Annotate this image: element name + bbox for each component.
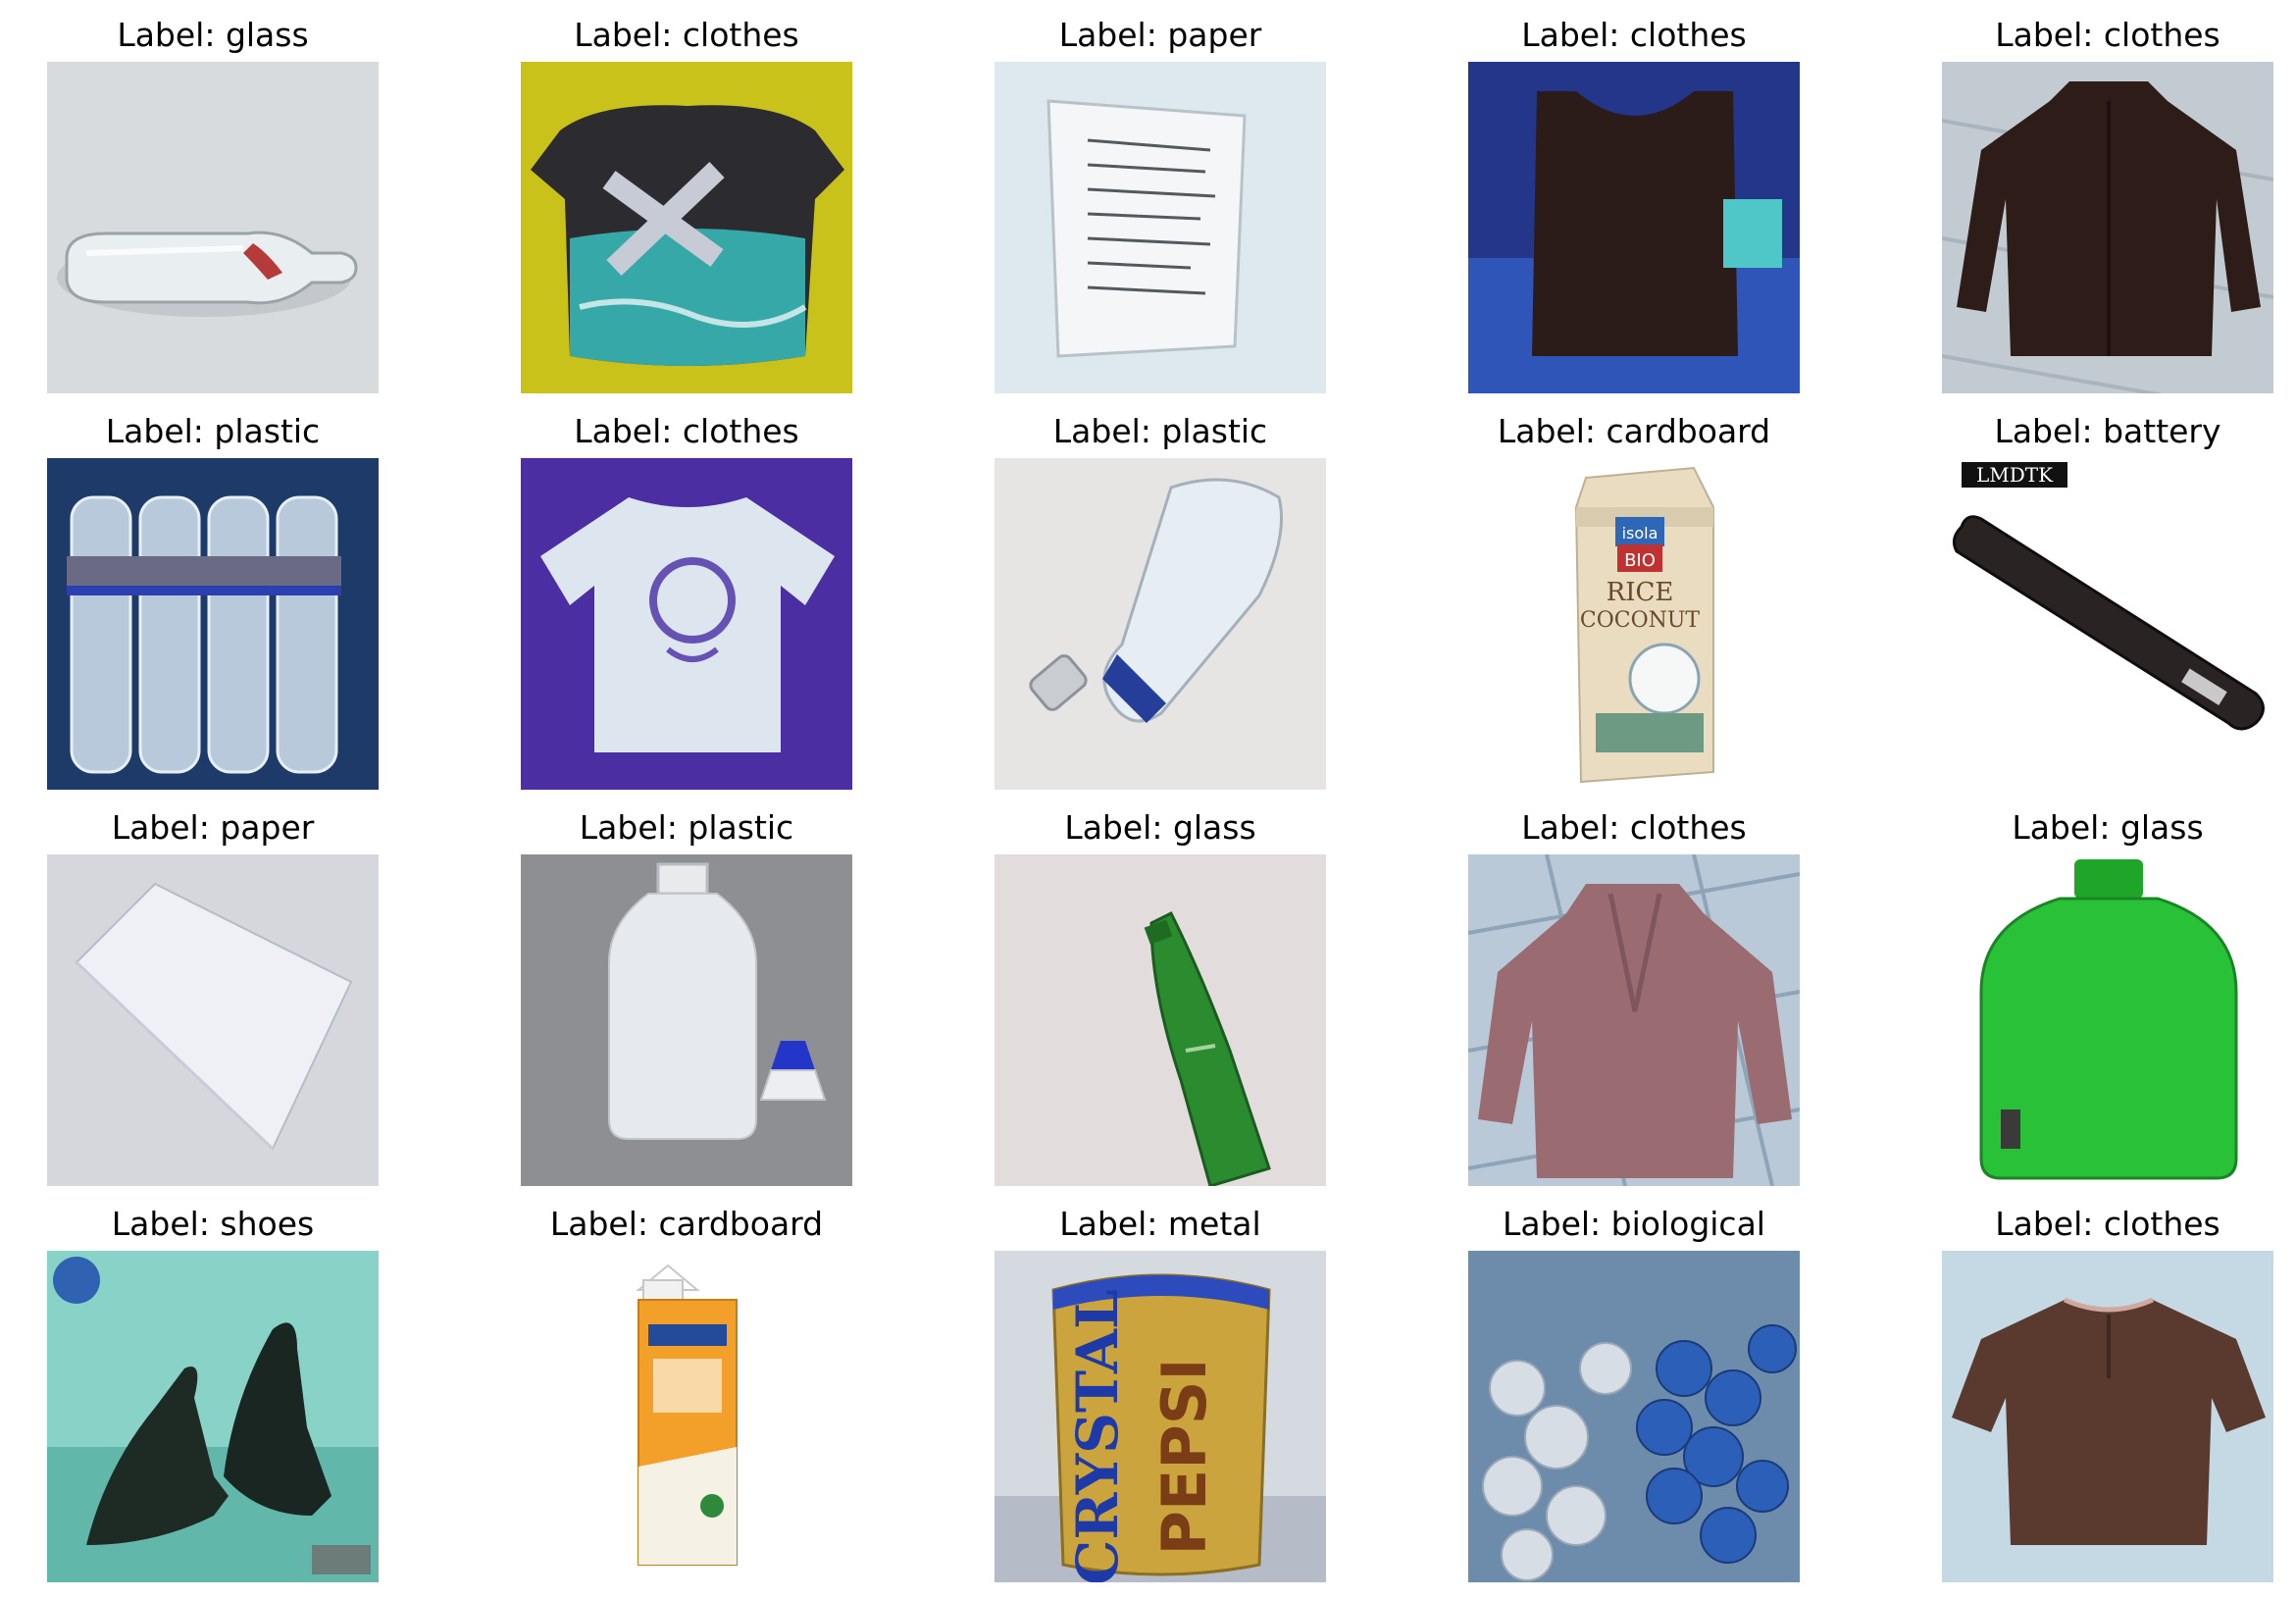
panel-image-black-high-heel-shoes-on-teal (47, 1251, 379, 1582)
panel-title: Label: glass (2012, 808, 2204, 847)
panel-14: Label: clothes (1468, 808, 1800, 1186)
panel-5: Label: clothes (1942, 16, 2273, 393)
panel-title: Label: paper (1058, 16, 1262, 54)
svg-text:PEPSI: PEPSI (1148, 1359, 1220, 1556)
panel-image-dark-t-shirt-with-teal-print-on-yellow (521, 62, 852, 393)
panel-title: Label: clothes (1521, 808, 1747, 847)
panel-image-hanging-garlic-and-blue-onions (1468, 1251, 1800, 1582)
svg-text:BIO: BIO (1624, 550, 1656, 571)
panel-image-white-paper-sheet-on-grey (47, 854, 379, 1186)
panel-image-green-glass-jug-bottle (1942, 854, 2273, 1186)
panel-image-brown-polo-shirt-on-speckled-surface (1942, 1251, 2273, 1582)
panel-image-green-glass-beer-bottle (995, 854, 1326, 1186)
panel-image-crumpled-paper-sheet-on-light-blue (995, 62, 1326, 393)
panel-19: Label: biological (1468, 1205, 1800, 1582)
panel-image-light-t-shirt-with-purple-print-on-violet (521, 458, 852, 790)
panel-image-mauve-coat-on-tiled-floor (1468, 854, 1800, 1186)
panel-16: Label: shoes (47, 1205, 379, 1582)
panel-9: Label: cardboard isola BIO RICE COCONUT (1468, 412, 1800, 790)
panel-image-pack-of-water-bottles-in-blue-crate (47, 458, 379, 790)
panel-title: Label: shoes (111, 1205, 315, 1243)
panel-title: Label: plastic (1052, 412, 1268, 450)
panel-image-laptop-battery-with-watermark: LMDTK (1942, 458, 2273, 790)
panel-2: Label: clothes (521, 16, 852, 393)
panel-8: Label: plastic (995, 412, 1326, 790)
svg-text:CRYSTAL: CRYSTAL (1064, 1289, 1131, 1582)
panel-title: Label: battery (1994, 412, 2221, 450)
panel-image-orange-milk-carton (521, 1251, 852, 1582)
panel-18: Label: metal CRYSTAL PEPSI (995, 1205, 1326, 1582)
panel-1: Label: glass (47, 16, 379, 393)
svg-text:LMDTK: LMDTK (1976, 463, 2054, 487)
panel-20: Label: clothes (1942, 1205, 2273, 1582)
panel-title: Label: biological (1503, 1205, 1765, 1243)
svg-text:COCONUT: COCONUT (1580, 608, 1701, 633)
panel-title: Label: plastic (579, 808, 794, 847)
panel-title: Label: metal (1059, 1205, 1261, 1243)
panel-13: Label: glass (995, 808, 1326, 1186)
panel-title: Label: glass (1064, 808, 1256, 847)
panel-3: Label: paper (995, 16, 1326, 393)
panel-image-dark-brown-shirt-on-wooden-floor (1942, 62, 2273, 393)
panel-image-clear-glass-bottle-lying-on-white-cloth (47, 62, 379, 393)
panel-title: Label: clothes (574, 16, 799, 54)
panel-title: Label: cardboard (549, 1205, 824, 1243)
panel-image-white-plastic-bottle-with-dropper-cap (521, 854, 852, 1186)
panel-12: Label: plastic (521, 808, 852, 1186)
panel-title: Label: clothes (574, 412, 799, 450)
panel-image-dark-brown-tank-top-on-blue-shelf (1468, 62, 1800, 393)
panel-title: Label: glass (117, 16, 309, 54)
panel-10: Label: battery LMDTK (1942, 412, 2273, 790)
panel-15: Label: glass (1942, 808, 2273, 1186)
panel-title: Label: clothes (1995, 16, 2220, 54)
panel-image-crushed-plastic-water-bottle (995, 458, 1326, 790)
panel-7: Label: clothes (521, 412, 852, 790)
panel-11: Label: paper (47, 808, 379, 1186)
svg-text:RICE: RICE (1607, 578, 1674, 607)
svg-text:isola: isola (1622, 524, 1658, 542)
panel-6: Label: plastic (47, 412, 379, 790)
panel-4: Label: clothes (1468, 16, 1800, 393)
panel-image-crystal-pepsi-can: CRYSTAL PEPSI (995, 1251, 1326, 1582)
panel-title: Label: plastic (105, 412, 321, 450)
panel-title: Label: clothes (1521, 16, 1747, 54)
panel-17: Label: cardboard (521, 1205, 852, 1582)
panel-title: Label: paper (111, 808, 315, 847)
panel-title: Label: cardboard (1497, 412, 1771, 450)
panel-image-rice-coconut-drink-carton: isola BIO RICE COCONUT (1468, 458, 1800, 790)
panel-title: Label: clothes (1995, 1205, 2220, 1243)
